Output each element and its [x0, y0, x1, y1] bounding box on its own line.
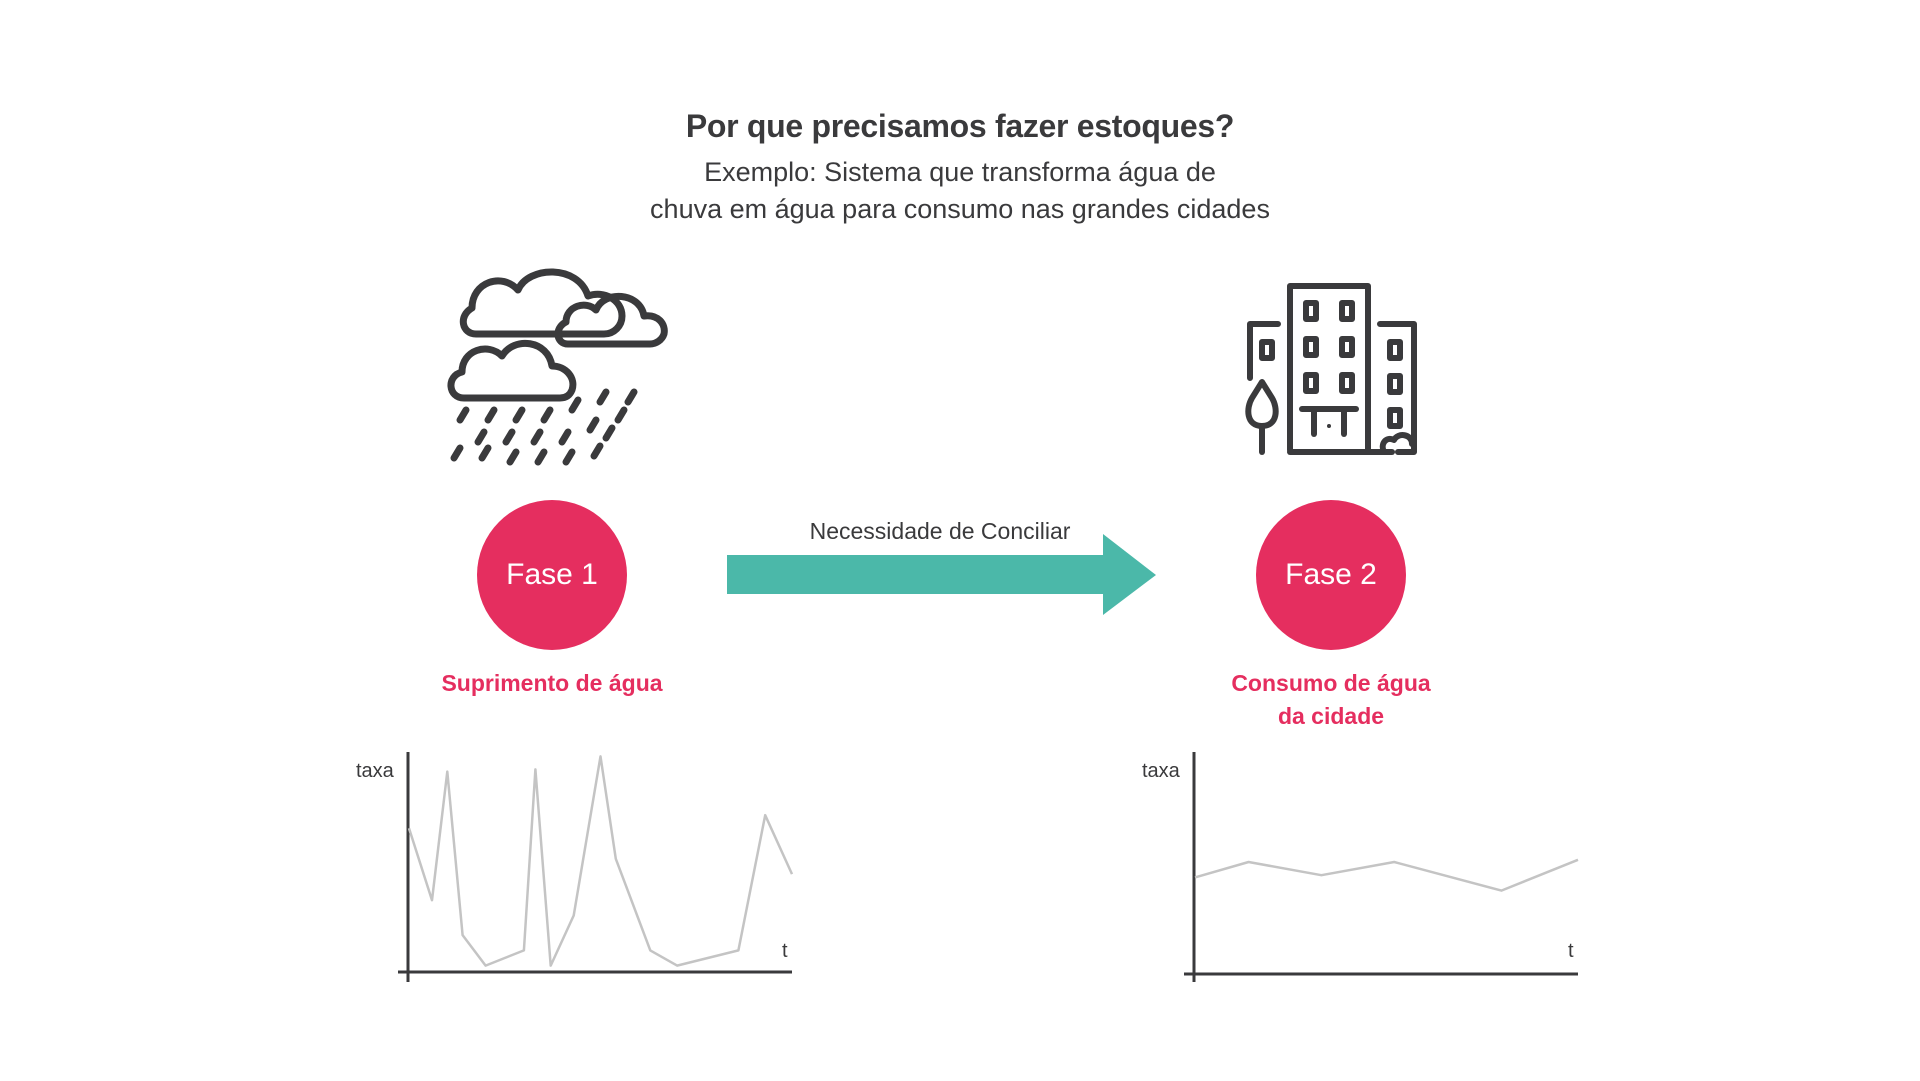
- phase-1-circle: Fase 1: [477, 500, 627, 650]
- phase-2-caption-line-2: da cidade: [1277, 703, 1385, 729]
- reconcile-arrow-shape: [727, 534, 1156, 615]
- subtitle-line-1: Exemplo: Sistema que transforma água de: [704, 157, 1216, 187]
- supply-chart-series-line: [407, 755, 794, 967]
- phase-2-circle: Fase 2: [1256, 500, 1406, 650]
- supply-chart-y-label: taxa: [356, 760, 394, 782]
- phase-1-label: Fase 1: [506, 558, 598, 591]
- phase-1-caption: Suprimento de água: [441, 670, 663, 696]
- page-title: Por que precisamos fazer estoques?: [685, 108, 1235, 144]
- arrow-label: Necessidade de Conciliar: [809, 518, 1071, 544]
- phase-2-caption-line-1: Consumo de água: [1231, 670, 1431, 696]
- supply-chart-x-label: t: [782, 940, 788, 962]
- subtitle-line-2: chuva em água para consumo nas grandes c…: [650, 194, 1270, 224]
- phase-2-caption: Consumo de água da cidade: [1181, 667, 1481, 733]
- page-subtitle: Exemplo: Sistema que transforma água de …: [0, 154, 1920, 228]
- consumption-chart-x-label: t: [1568, 940, 1574, 962]
- consumption-chart-y-label: taxa: [1142, 760, 1180, 782]
- consumption-chart-series-line: [1194, 858, 1579, 892]
- phase-2-label: Fase 2: [1285, 558, 1377, 591]
